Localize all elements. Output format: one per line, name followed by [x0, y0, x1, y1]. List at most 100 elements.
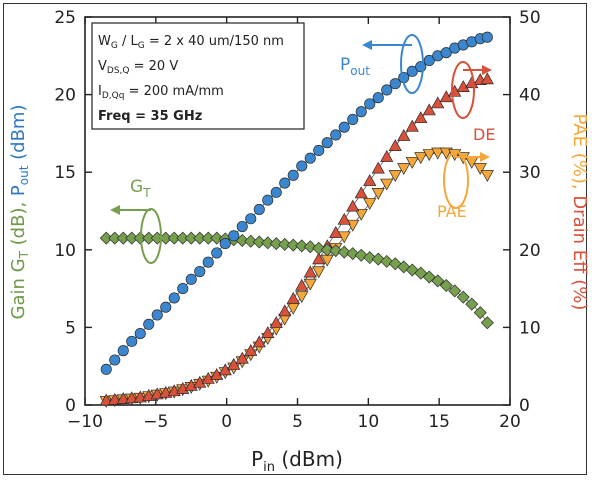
gain-point — [346, 247, 360, 261]
gt-annotation: GT — [110, 177, 162, 264]
gain-point — [244, 234, 258, 248]
gain-point — [201, 231, 215, 245]
pout-point — [177, 283, 189, 295]
pae-point — [480, 170, 494, 183]
pout-point — [321, 137, 333, 149]
gain-point — [295, 239, 309, 253]
de-point — [235, 351, 249, 364]
de-point — [431, 96, 445, 109]
de-point — [422, 103, 436, 116]
pout-point — [381, 84, 393, 96]
de-point — [252, 335, 266, 348]
pout-point — [270, 186, 282, 198]
de-annotation: DE — [451, 61, 495, 144]
pae-point — [380, 178, 394, 191]
gain-point — [320, 243, 334, 257]
de-point — [278, 304, 292, 317]
pout-point — [160, 301, 172, 313]
gain-point — [252, 235, 266, 249]
gain-point — [269, 237, 283, 251]
pout-point — [236, 220, 248, 233]
pae-label: PAE — [437, 202, 467, 221]
pout-point — [253, 203, 265, 215]
pout-point — [228, 230, 240, 242]
pout-point — [202, 256, 214, 268]
de-point — [337, 212, 351, 225]
pout-point — [245, 213, 257, 225]
pout-point — [287, 169, 299, 181]
pae-point — [397, 163, 411, 176]
pae-point — [371, 188, 385, 200]
pout-point — [440, 47, 452, 59]
pout-point — [372, 92, 384, 104]
gain-point — [448, 284, 462, 298]
gain-point — [465, 297, 479, 311]
x-tick-label: 15 — [428, 412, 450, 432]
pout-point — [109, 354, 121, 366]
gain-point — [278, 237, 292, 251]
gain-point — [125, 231, 139, 245]
pout-point — [423, 54, 435, 67]
gain-point — [176, 231, 190, 245]
pae-point — [303, 278, 317, 291]
pae-point — [354, 208, 368, 221]
info-line-vds: VDS,Q = 20 V — [98, 59, 178, 76]
de-point — [346, 199, 360, 212]
data-series — [99, 31, 494, 408]
series-gt — [99, 231, 494, 330]
x-tick-label: −5 — [143, 412, 168, 432]
de-point — [99, 393, 113, 406]
y-tick-label-right: 30 — [519, 163, 541, 183]
gain-point — [210, 231, 224, 245]
ylabel-pae: PAE (%), — [569, 114, 590, 196]
y-axis-label-left: Gain GT (dB), Pout (dBm) — [8, 105, 31, 320]
de-point — [261, 326, 275, 338]
de-point — [244, 343, 258, 356]
y-tick-label-right: 20 — [519, 241, 541, 261]
pout-point — [211, 247, 223, 259]
pae-arrow-icon — [480, 152, 490, 162]
y-tick-label-right: 0 — [519, 396, 530, 416]
de-point — [125, 391, 139, 404]
pout-point — [262, 194, 274, 206]
pout-point — [355, 106, 367, 118]
gain-point — [303, 240, 317, 254]
gain-point — [99, 231, 113, 245]
gain-point — [184, 231, 198, 245]
de-point — [108, 392, 122, 405]
pout-point — [296, 160, 308, 172]
de-label: DE — [473, 125, 495, 144]
info-line-geometry: WG / LG = 2 x 40 um/150 nm — [98, 34, 284, 51]
pout-point — [151, 309, 163, 321]
pae-annotation: PAE — [437, 151, 490, 221]
pout-point — [134, 328, 146, 340]
pout-point — [143, 318, 155, 330]
gt-arrow-icon — [110, 205, 120, 215]
pout-arrow-icon — [362, 40, 372, 50]
gain-point — [286, 238, 300, 252]
gt-label: GT — [130, 177, 151, 200]
de-point — [388, 139, 402, 151]
pout-point — [126, 335, 138, 347]
gain-point — [116, 231, 130, 245]
gain-point — [456, 290, 470, 304]
de-point — [116, 392, 130, 404]
pout-label: Pout — [340, 55, 370, 78]
series-de — [99, 72, 494, 406]
pae-point — [312, 266, 326, 279]
pout-point — [304, 152, 316, 164]
de-point — [227, 357, 241, 370]
pout-point — [481, 31, 493, 43]
de-point — [329, 226, 343, 238]
y-tick-label-right: 50 — [519, 8, 541, 28]
y-tick-label-left: 15 — [54, 163, 76, 183]
pout-point — [100, 363, 112, 375]
series-pae — [99, 147, 494, 408]
pae-point — [431, 147, 445, 160]
pout-point — [338, 121, 350, 133]
y-tick-label-left: 0 — [65, 396, 76, 416]
ylabel-pout: Pout (dBm) — [8, 105, 31, 197]
figure-frame — [3, 3, 587, 475]
pae-point — [388, 170, 402, 183]
pout-ellipse — [400, 34, 424, 94]
